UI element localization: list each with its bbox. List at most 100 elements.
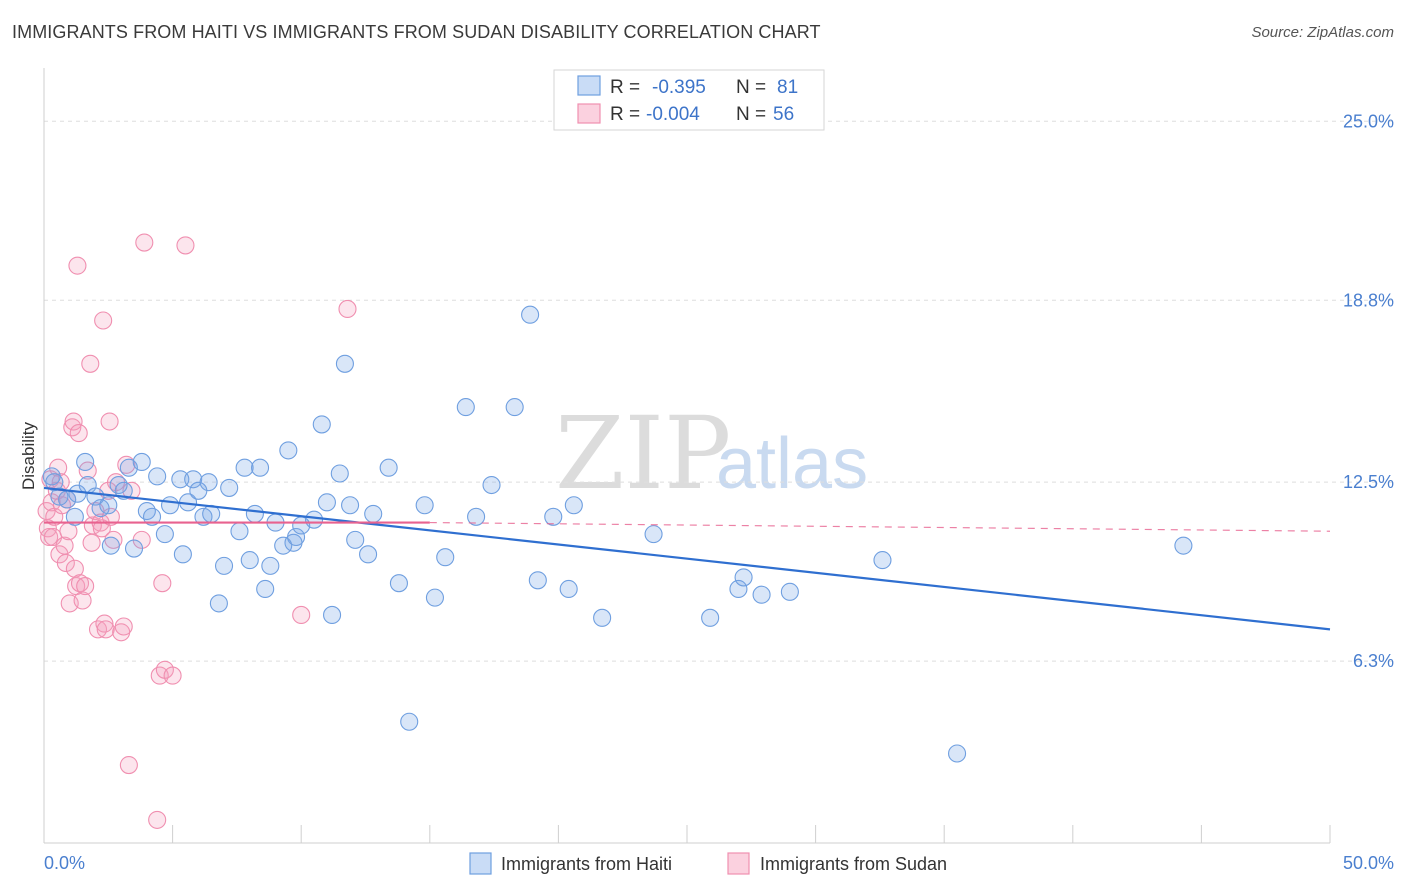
sudan-trend-extension [429, 521, 1331, 532]
haiti-point [644, 525, 663, 544]
trend-lines [43, 486, 1331, 631]
haiti-point [948, 744, 967, 763]
haiti-point [544, 507, 563, 526]
stats-sudan-n-label: N = [736, 104, 766, 125]
sudan-point [114, 617, 133, 636]
haiti-point [528, 571, 547, 590]
sudan-point [153, 574, 172, 593]
stats-haiti-n-label: N = [736, 77, 766, 98]
chart-title: IMMIGRANTS FROM HAITI VS IMMIGRANTS FROM… [12, 22, 821, 42]
haiti-point [220, 478, 239, 497]
sudan-point [76, 577, 95, 596]
haiti-point [1174, 536, 1193, 555]
stats-sudan-r-label: R = [610, 104, 640, 125]
sudan-point [64, 412, 83, 431]
haiti-point [184, 470, 203, 489]
legend-sudan-swatch [727, 852, 750, 875]
haiti-point [729, 579, 748, 599]
watermark-atlas: atlas [716, 424, 868, 504]
haiti-point [482, 475, 501, 495]
sudan-point [82, 533, 101, 552]
stats-sudan-r-value: -0.004 [646, 104, 700, 125]
haiti-point [142, 507, 162, 526]
haiti-point [256, 579, 275, 599]
sudan-point [95, 614, 114, 633]
haiti-point [364, 504, 383, 523]
haiti-point [379, 458, 398, 477]
haiti-point [467, 507, 486, 526]
sudan-point [119, 756, 138, 775]
haiti-point [701, 608, 720, 627]
haiti-point [274, 536, 293, 555]
sudan-point [150, 666, 169, 685]
sudan-point [135, 233, 154, 252]
haiti-point [317, 493, 336, 512]
watermark-zip: ZIP [555, 395, 731, 512]
haiti-point [359, 545, 378, 564]
haiti-point [160, 496, 180, 515]
stats-haiti-r-value: -0.395 [652, 77, 706, 98]
sudan-points [37, 233, 357, 829]
haiti-point [171, 470, 190, 489]
haiti-point [109, 475, 128, 495]
sudan-point [81, 354, 100, 373]
sudan-point [100, 412, 119, 431]
x-tick-label-max: 50.0% [1343, 853, 1394, 873]
sudan-point [68, 256, 87, 275]
y-tick-label: 12.5% [1343, 472, 1394, 492]
haiti-point [101, 536, 120, 555]
haiti-point [415, 496, 434, 515]
haiti-point [199, 473, 218, 492]
legend-haiti-label: Immigrants from Haiti [501, 854, 672, 874]
haiti-point [305, 510, 324, 529]
haiti-point [279, 441, 298, 460]
grid-lines [44, 120, 1394, 662]
haiti-point [521, 305, 540, 324]
y-tick-label: 25.0% [1343, 111, 1394, 131]
haiti-point [155, 525, 174, 544]
haiti-point [400, 712, 419, 731]
haiti-point [261, 556, 280, 575]
haiti-point [752, 585, 771, 604]
haiti-point [330, 464, 349, 483]
haiti-point [45, 473, 64, 492]
stats-box: R = -0.395 N = 81 R = -0.004 N = 56 [553, 69, 825, 131]
haiti-point [335, 354, 354, 373]
haiti-point [287, 527, 306, 547]
haiti-point [505, 398, 524, 417]
sudan-point [338, 299, 357, 318]
haiti-point [148, 467, 167, 486]
haiti-point [114, 481, 133, 500]
sudan-point [163, 666, 182, 685]
sudan-point [40, 527, 59, 547]
y-tick-labels: 6.3% 12.5% 18.8% 25.0% [1343, 111, 1394, 671]
legend-sudan-label: Immigrants from Sudan [760, 854, 947, 874]
sudan-point [176, 236, 195, 255]
haiti-point [235, 458, 254, 477]
haiti-point [209, 594, 228, 613]
sudan-point [292, 605, 311, 624]
sudan-point [70, 574, 90, 593]
haiti-point [240, 551, 259, 570]
haiti-point [214, 556, 234, 575]
haiti-point [250, 458, 270, 477]
haiti-point [99, 496, 118, 515]
sudan-point [148, 810, 167, 829]
haiti-point [389, 574, 408, 593]
haiti-point [346, 530, 365, 549]
haiti-point [65, 507, 84, 526]
stats-haiti-r-label: R = [610, 77, 640, 98]
sudan-point [69, 424, 88, 443]
haiti-point [436, 548, 455, 567]
sudan-point [96, 620, 115, 639]
x-tick-label-min: 0.0% [44, 853, 85, 873]
haiti-trend-line [43, 486, 1331, 631]
sudan-point [56, 553, 75, 573]
stats-haiti-n-value: 81 [777, 77, 798, 98]
haiti-point [593, 608, 612, 627]
axes [43, 68, 1331, 844]
haiti-point [734, 568, 753, 587]
haiti-point [425, 588, 444, 607]
chart-source: Source: ZipAtlas.com [1251, 24, 1394, 41]
